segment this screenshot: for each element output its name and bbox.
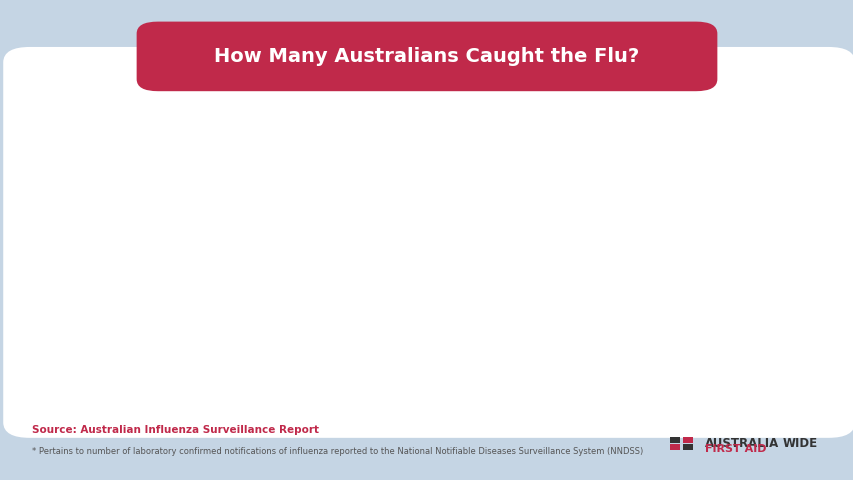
Bar bbox=[142, 194, 202, 386]
Bar bbox=[286, 347, 345, 386]
Text: 21266: 21266 bbox=[580, 351, 623, 364]
Bar bbox=[428, 129, 489, 386]
Bar bbox=[407, 98, 510, 386]
Text: * Pertains to number of laboratory confirmed notifications of influenza reported: * Pertains to number of laboratory confi… bbox=[32, 447, 643, 456]
Y-axis label: Number of Cases*: Number of Cases* bbox=[66, 176, 81, 309]
Text: 313033: 313033 bbox=[433, 111, 484, 124]
Text: Source: Australian Influenza Surveillance Report: Source: Australian Influenza Surveillanc… bbox=[32, 425, 319, 435]
Bar bbox=[264, 98, 367, 386]
Text: 598: 598 bbox=[732, 368, 757, 382]
X-axis label: Year: Year bbox=[441, 418, 476, 436]
Bar bbox=[550, 98, 653, 386]
Bar bbox=[572, 369, 631, 386]
Bar bbox=[121, 98, 224, 386]
Text: 233453: 233453 bbox=[147, 177, 198, 190]
Text: How Many Australians Caught the Flu?: How Many Australians Caught the Flu? bbox=[214, 47, 639, 66]
Text: 48276: 48276 bbox=[294, 329, 337, 342]
Bar bbox=[693, 98, 796, 386]
Text: AUSTRALIA: AUSTRALIA bbox=[704, 437, 778, 450]
Text: WIDE: WIDE bbox=[782, 437, 817, 450]
Text: FIRST AID: FIRST AID bbox=[704, 444, 765, 454]
